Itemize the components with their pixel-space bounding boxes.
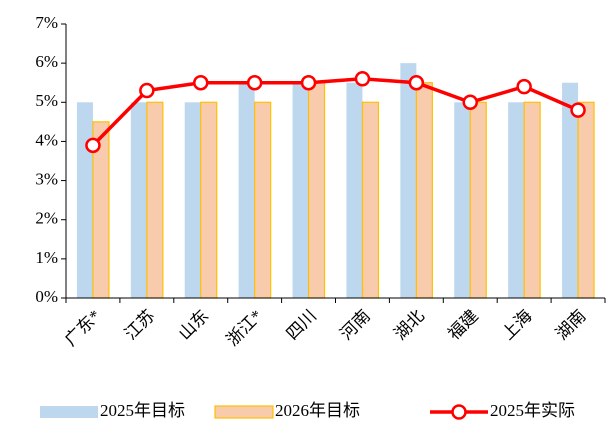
x-tick-label: 广东* [61, 306, 104, 349]
line [91, 77, 579, 147]
bar [146, 101, 164, 299]
line-marker [300, 74, 317, 91]
bar [76, 102, 93, 299]
bar [292, 82, 309, 298]
bar [307, 82, 326, 299]
x-tick-label: 浙江* [223, 306, 266, 349]
bar [454, 102, 471, 299]
bar [523, 101, 541, 299]
bar [200, 101, 218, 299]
y-tick-label: 4% [35, 130, 58, 149]
bar [184, 102, 201, 299]
x-tick-label: 山东 [175, 306, 212, 343]
y-tick-label: 1% [35, 248, 58, 267]
x-tick-label: 上海 [498, 306, 535, 343]
y-tick-label: 5% [35, 91, 58, 110]
y-tick-label: 3% [35, 169, 58, 188]
line-marker [516, 78, 532, 95]
y-tick-label: 0% [35, 287, 58, 306]
bar [415, 82, 433, 299]
y-tick-label: 7% [35, 13, 58, 32]
x-tick-label: 湖南 [552, 306, 589, 343]
line-marker [139, 82, 155, 99]
legend-label: 2025年目标 [100, 401, 185, 420]
bar [346, 82, 363, 298]
line-marker [354, 71, 371, 87]
y-tick-label: 6% [35, 52, 58, 71]
bar [508, 102, 525, 299]
line-marker [85, 137, 101, 154]
line-marker [193, 74, 209, 91]
legend-label: 2025年实际 [490, 401, 575, 420]
bar [254, 101, 272, 299]
bar [400, 63, 417, 299]
line-marker [570, 102, 586, 118]
x-tick-label: 河南 [337, 306, 374, 343]
bar [469, 101, 487, 299]
x-tick-label: 四川 [283, 306, 320, 343]
bar [238, 82, 255, 298]
line-marker [246, 74, 263, 91]
x-tick-label: 福建 [444, 306, 481, 343]
line-marker [408, 74, 425, 91]
line-marker [462, 94, 478, 111]
legend-label: 2026年目标 [275, 401, 360, 420]
bar [577, 101, 595, 299]
bar [130, 102, 147, 299]
legend-swatch [214, 405, 274, 419]
y-tick-label: 2% [35, 209, 58, 228]
bar [361, 101, 380, 299]
bar [562, 82, 579, 298]
legend-swatch [40, 406, 98, 418]
x-tick-label: 湖北 [390, 306, 427, 343]
legend-marker [451, 404, 467, 420]
x-tick-label: 江苏 [121, 306, 158, 343]
